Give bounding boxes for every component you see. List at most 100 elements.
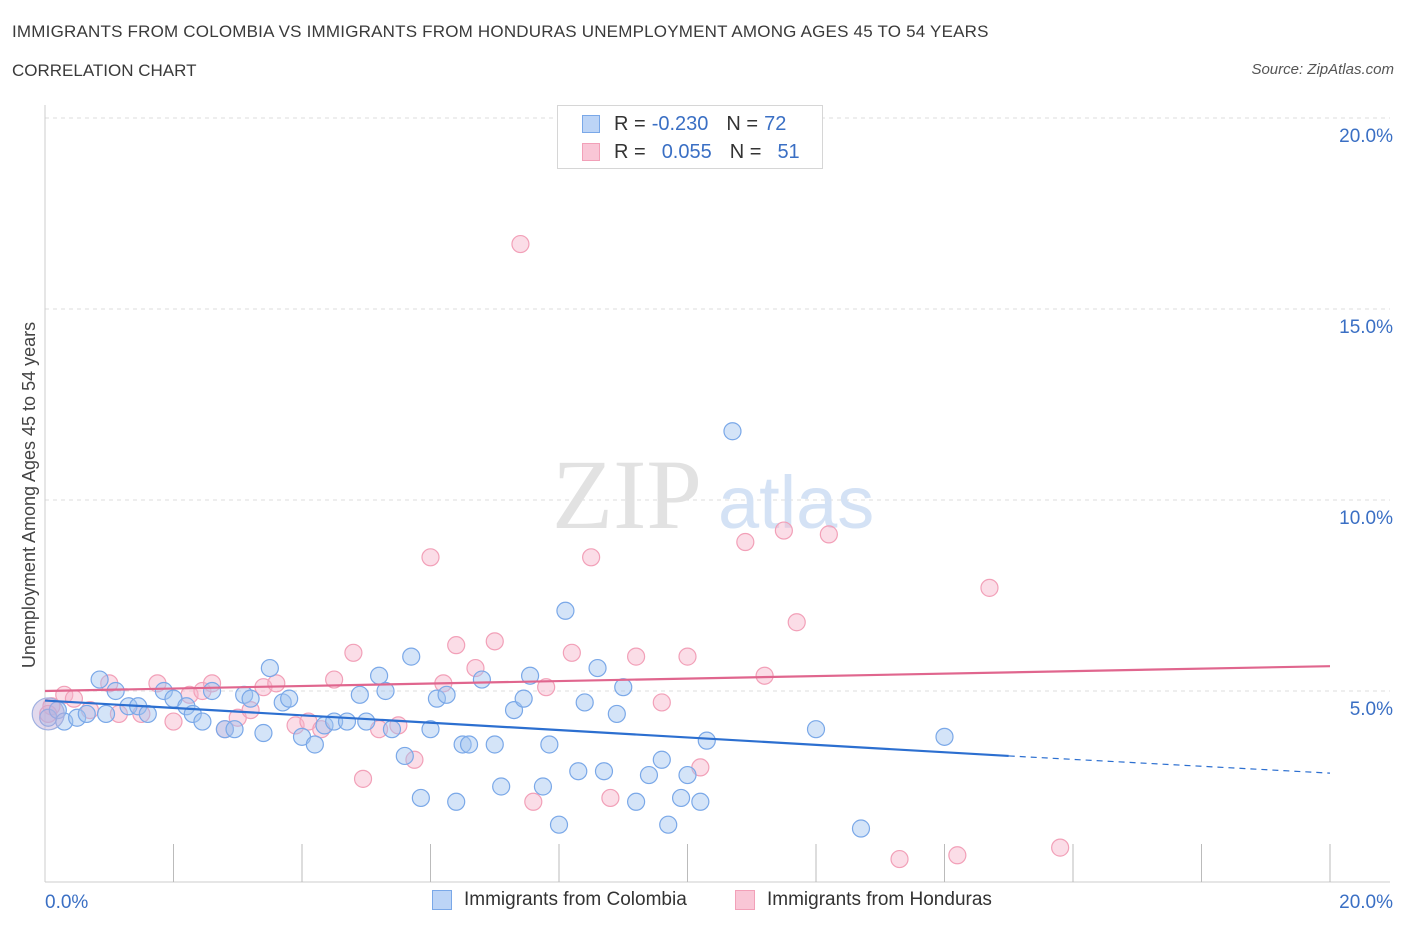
data-point: [594, 762, 614, 781]
data-point: [225, 720, 244, 739]
y-tick-label: 15.0%: [1339, 317, 1393, 338]
trend-line-projection: [1008, 755, 1331, 774]
data-point: [562, 643, 581, 662]
data-point: [106, 681, 125, 701]
data-point: [652, 693, 671, 712]
data-point: [337, 712, 357, 731]
data-point: [437, 685, 456, 704]
data-point: [164, 712, 183, 731]
data-point: [723, 422, 742, 441]
data-point: [537, 678, 556, 697]
legend-swatch-honduras: [582, 143, 600, 161]
data-point: [427, 689, 447, 708]
axes: [44, 105, 1390, 883]
data-point: [652, 750, 671, 769]
data-point: [447, 636, 466, 655]
data-point: [540, 735, 559, 754]
watermark: ZIP atlas: [552, 439, 874, 550]
legend-row-colombia: R = -0.230 N = 72: [582, 111, 786, 137]
data-point: [411, 788, 430, 808]
legend-swatch-colombia: [582, 115, 600, 133]
grid-lines: [45, 117, 1390, 692]
data-point: [980, 578, 999, 597]
data-point: [254, 723, 273, 743]
data-point: [678, 647, 697, 666]
data-point: [1051, 838, 1070, 857]
watermark-zip: ZIP: [552, 439, 702, 550]
data-point: [755, 666, 774, 685]
data-point: [421, 720, 440, 739]
data-point: [64, 689, 84, 708]
data-point: [77, 704, 96, 724]
legend-r-label: R =: [614, 140, 646, 163]
trend-line: [44, 699, 1009, 758]
data-point: [370, 666, 389, 685]
chart-title: IMMIGRANTS FROM COLOMBIA VS IMMIGRANTS F…: [12, 22, 989, 41]
data-point: [787, 613, 806, 632]
data-point: [588, 658, 607, 678]
trend-lines: [44, 665, 1331, 774]
legend-n-value-colombia: 72: [764, 112, 787, 135]
data-point: [697, 731, 716, 750]
stats-legend: R = -0.230 N = 72 R = 0.055 N = 51: [557, 105, 823, 169]
data-point: [215, 720, 234, 739]
data-point: [549, 815, 569, 834]
data-point: [267, 674, 286, 693]
data-point: [466, 658, 485, 678]
data-point: [325, 670, 344, 689]
data-point: [447, 792, 466, 811]
data-point: [569, 762, 588, 781]
data-point: [511, 234, 530, 254]
data-point: [280, 689, 299, 708]
bottom-legend-label-colombia: Immigrants from Colombia: [464, 889, 687, 910]
data-point: [948, 846, 967, 865]
data-point: [138, 704, 157, 724]
y-axis-label: Unemployment Among Ages 45 to 54 years: [19, 322, 39, 668]
data-point: [353, 769, 373, 788]
bottom-legend-swatch-colombia: [432, 890, 452, 910]
y-tick-label: 20.0%: [1339, 126, 1393, 147]
data-point: [533, 777, 553, 796]
bottom-legend-colombia: Immigrants from Colombia: [432, 889, 687, 911]
x-tick-label: 0.0%: [45, 892, 88, 913]
chart-subtitle: CORRELATION CHART: [12, 61, 197, 80]
data-point: [485, 735, 504, 754]
legend-n-label: N =: [729, 140, 762, 163]
data-point: [935, 727, 954, 746]
data-point: [357, 712, 376, 731]
source-label: Source: ZipAtlas.com: [1251, 61, 1394, 78]
data-point: [382, 720, 402, 739]
bottom-legend-label-honduras: Immigrants from Honduras: [767, 889, 992, 910]
data-point: [96, 704, 116, 724]
data-point: [514, 689, 533, 708]
data-point: [485, 632, 504, 651]
data-point: [691, 792, 710, 811]
data-point: [350, 685, 369, 704]
legend-r-label: R =: [614, 112, 646, 135]
data-point: [193, 681, 212, 701]
data-point: [154, 681, 173, 701]
data-point: [260, 658, 279, 678]
bottom-legend-honduras: Immigrants from Honduras: [735, 889, 992, 911]
legend-r-value-colombia: -0.230: [651, 112, 709, 135]
data-point: [100, 674, 119, 693]
data-point: [851, 819, 871, 838]
legend-n-label: N =: [726, 112, 759, 135]
legend-row-honduras: R = 0.055 N = 51: [582, 139, 800, 165]
data-point: [193, 712, 212, 731]
data-point: [890, 849, 909, 869]
data-point: [671, 788, 691, 808]
data-point: [614, 678, 633, 697]
y-tick-label: 10.0%: [1339, 508, 1393, 529]
watermark-atlas: atlas: [718, 461, 874, 544]
data-point: [472, 670, 491, 689]
data-point: [774, 521, 793, 540]
data-point: [421, 548, 440, 567]
data-point: [177, 697, 196, 716]
x-tick-label: 20.0%: [1339, 892, 1393, 913]
data-point: [524, 792, 543, 811]
data-point: [376, 681, 395, 701]
data-point: [202, 681, 222, 701]
data-point: [582, 548, 601, 567]
